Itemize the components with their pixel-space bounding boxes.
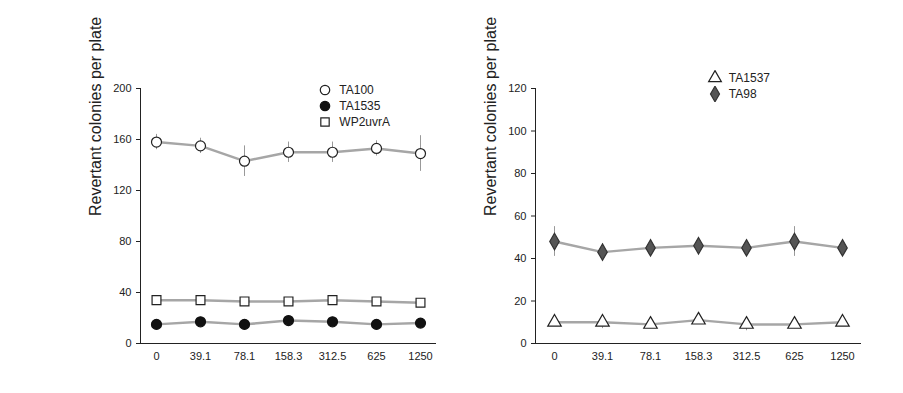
svg-text:0: 0 <box>125 337 131 349</box>
svg-text:40: 40 <box>514 252 526 264</box>
svg-text:78.1: 78.1 <box>640 350 661 362</box>
svg-text:0: 0 <box>520 337 526 349</box>
svg-text:100: 100 <box>508 125 526 137</box>
svg-text:200: 200 <box>113 82 131 94</box>
svg-text:1250: 1250 <box>830 350 854 362</box>
svg-text:0: 0 <box>551 350 557 362</box>
html-text:TA1537: TA1537 <box>728 71 770 85</box>
svg-text:39.1: 39.1 <box>592 350 613 362</box>
svg-text:39.1: 39.1 <box>190 350 211 362</box>
svg-text:80: 80 <box>514 167 526 179</box>
svg-text:40: 40 <box>119 286 131 298</box>
svg-text:160: 160 <box>113 133 131 145</box>
svg-text:1250: 1250 <box>408 350 432 362</box>
svg-text:158.3: 158.3 <box>685 350 713 362</box>
svg-text:625: 625 <box>785 350 803 362</box>
svg-text:Revertant colonies per plate: Revertant colonies per plate <box>87 17 104 216</box>
svg-text:80: 80 <box>119 235 131 247</box>
html-text:TA100: TA100 <box>339 83 374 97</box>
svg-text:Revertant colonies per plate: Revertant colonies per plate <box>482 17 499 216</box>
svg-text:0: 0 <box>153 350 159 362</box>
svg-text:120: 120 <box>508 82 526 94</box>
svg-text:120: 120 <box>113 184 131 196</box>
svg-text:625: 625 <box>367 350 385 362</box>
svg-text:20: 20 <box>514 295 526 307</box>
svg-text:78.1: 78.1 <box>234 350 255 362</box>
svg-text:158.3: 158.3 <box>275 350 303 362</box>
svg-text:312.5: 312.5 <box>733 350 761 362</box>
html-text:WP2uvrA: WP2uvrA <box>339 115 390 129</box>
svg-text:312.5: 312.5 <box>319 350 347 362</box>
svg-text:60: 60 <box>514 210 526 222</box>
html-text:TA1535: TA1535 <box>339 99 381 113</box>
html-text:TA98: TA98 <box>728 87 757 101</box>
